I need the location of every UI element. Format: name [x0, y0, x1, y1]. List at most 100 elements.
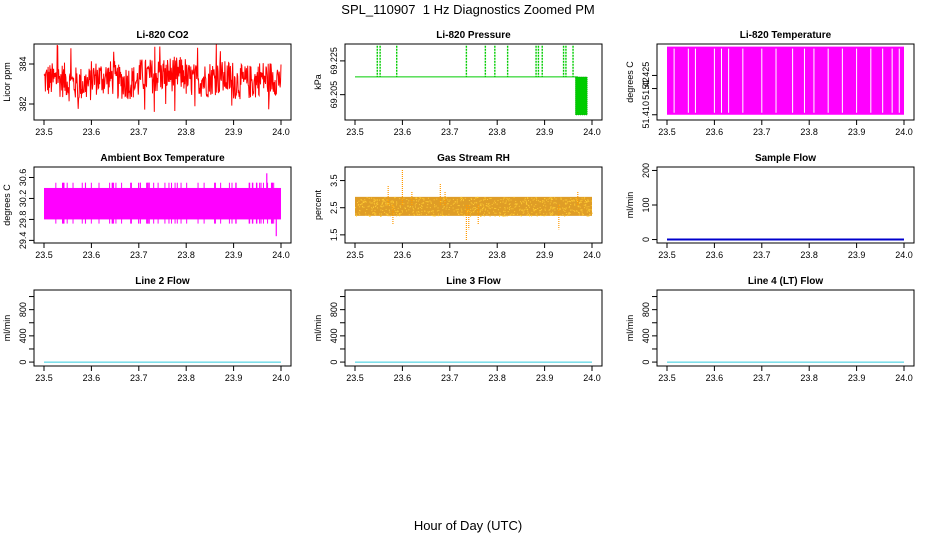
- rh-point: [481, 209, 483, 211]
- rh-point: [504, 213, 506, 215]
- rh-point: [392, 200, 394, 202]
- rh-point: [570, 201, 572, 203]
- rh-point: [387, 215, 389, 217]
- rh-point: [531, 211, 533, 213]
- rh-point: [532, 207, 534, 209]
- rh-point: [496, 203, 498, 205]
- rh-point: [385, 204, 387, 206]
- rh-point: [536, 215, 538, 217]
- rh-point: [406, 210, 408, 212]
- rh-point: [464, 208, 466, 210]
- rh-point: [361, 199, 362, 201]
- rh-point: [372, 212, 374, 213]
- rh-point: [525, 207, 527, 208]
- rh-point: [574, 211, 576, 213]
- rh-point: [514, 203, 516, 205]
- rh-point: [357, 202, 358, 203]
- rh-point: [401, 210, 403, 212]
- rh-point: [362, 200, 364, 202]
- rh-point: [457, 211, 459, 213]
- temperature-band: [667, 46, 904, 115]
- rh-point: [543, 215, 545, 217]
- rh-point: [397, 207, 399, 209]
- rh-point: [442, 215, 444, 216]
- rh-point: [467, 210, 469, 212]
- rh-point: [361, 203, 363, 205]
- rh-point: [503, 215, 505, 217]
- rh-point: [442, 208, 444, 209]
- rh-point: [414, 204, 416, 206]
- rh-point: [473, 211, 475, 213]
- rh-point: [445, 215, 447, 216]
- rh-point: [480, 215, 482, 217]
- x-tick-label: 23.7: [441, 250, 459, 260]
- rh-point: [487, 203, 489, 205]
- rh-point: [560, 197, 562, 199]
- rh-point: [489, 215, 491, 217]
- x-tick-label: 23.5: [346, 250, 364, 260]
- x-tick-label: 23.8: [800, 373, 818, 383]
- rh-point: [388, 205, 390, 206]
- rh-point: [488, 213, 490, 215]
- rh-point: [417, 211, 419, 212]
- rh-point: [415, 206, 416, 208]
- rh-point: [397, 214, 399, 216]
- rh-point: [448, 213, 450, 215]
- rh-point: [456, 200, 458, 202]
- y-axis-label: ml/min: [313, 315, 323, 342]
- x-tick-label: 23.8: [800, 250, 818, 260]
- x-tick-label: 23.5: [658, 250, 676, 260]
- rh-point: [586, 206, 588, 208]
- rh-point: [479, 200, 481, 202]
- panel-title: Sample Flow: [755, 153, 816, 164]
- y-tick-label: 29.4: [18, 232, 28, 250]
- rh-point: [550, 201, 552, 203]
- rh-point: [374, 201, 376, 202]
- rh-point: [458, 213, 460, 215]
- rh-point: [508, 204, 510, 205]
- rh-point: [433, 213, 435, 215]
- rh-point: [374, 213, 375, 215]
- rh-point: [469, 213, 471, 215]
- rh-point: [483, 214, 484, 216]
- rh-point: [436, 210, 438, 212]
- rh-point: [382, 210, 384, 211]
- rh-point: [586, 208, 588, 210]
- rh-point: [522, 209, 524, 211]
- rh-point: [515, 204, 517, 206]
- rh-point: [479, 204, 481, 206]
- rh-point: [421, 205, 423, 207]
- rh-point: [384, 197, 386, 199]
- rh-point: [430, 210, 432, 212]
- rh-point: [491, 204, 493, 206]
- rh-point: [544, 209, 546, 211]
- rh-point: [369, 201, 371, 203]
- rh-point: [587, 200, 589, 201]
- rh-point: [526, 201, 528, 203]
- rh-point: [539, 201, 541, 203]
- rh-point: [500, 199, 502, 201]
- y-tick-label: 800: [18, 302, 28, 317]
- rh-point: [470, 215, 472, 217]
- rh-point: [559, 215, 561, 216]
- rh-point: [416, 211, 418, 213]
- rh-point: [568, 212, 570, 214]
- x-tick-label: 23.8: [488, 250, 506, 260]
- rh-point: [361, 203, 363, 205]
- rh-point: [371, 210, 373, 212]
- rh-point: [438, 209, 440, 211]
- rh-point: [490, 197, 492, 199]
- rh-point: [565, 207, 567, 209]
- rh-point: [540, 215, 541, 216]
- rh-point: [526, 215, 528, 217]
- rh-point: [442, 204, 444, 206]
- rh-point: [371, 202, 373, 204]
- rh-point: [471, 203, 473, 205]
- x-tick-label: 23.6: [394, 373, 412, 383]
- x-tick-label: 23.9: [225, 250, 243, 260]
- data-layer: [43, 44, 282, 112]
- rh-point: [417, 200, 419, 202]
- rh-point: [575, 197, 577, 199]
- rh-point: [378, 199, 380, 201]
- rh-point: [555, 198, 557, 200]
